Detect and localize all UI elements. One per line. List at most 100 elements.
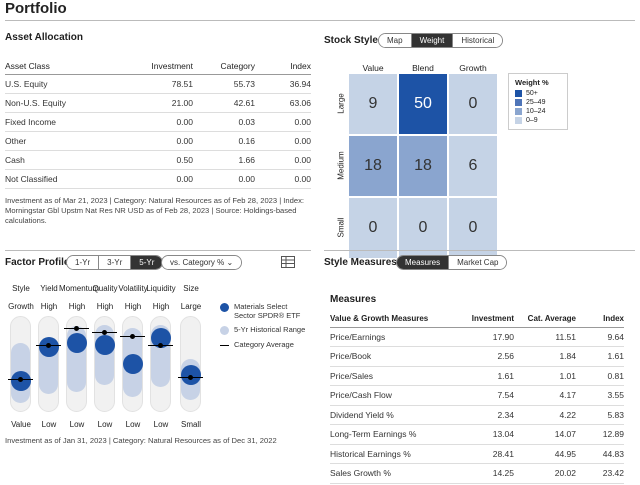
cell-value: 14.25	[454, 463, 514, 484]
factor-high-label: Growth	[8, 302, 34, 311]
category-average-marker	[36, 343, 61, 349]
factor-profile-title: Factor Profile	[5, 257, 70, 268]
factor-low-label: Low	[97, 420, 113, 429]
cell-value: 11.51	[514, 327, 576, 347]
cell-value: 0.03	[193, 112, 255, 132]
legend-item: 5-Yr Historical Range	[220, 325, 310, 335]
cell-value: 0.00	[125, 131, 193, 151]
legend-swatch	[515, 99, 522, 106]
row-label: Long-Term Earnings %	[330, 424, 454, 445]
average-marker-icon	[220, 345, 229, 346]
style-box-cell: 18	[348, 135, 398, 197]
factor-low-label: Low	[125, 420, 141, 429]
factor-name: Momentum	[59, 284, 100, 293]
legend-label: Category Average	[234, 340, 294, 349]
style-box-cell: 6	[448, 135, 498, 197]
style-box-cell: 0	[348, 197, 398, 259]
cell-value: 63.06	[255, 93, 311, 113]
table-row: Price/Sales 1.61 1.01 0.81	[330, 366, 624, 386]
table-row: Historical Earnings % 28.41 44.95 44.83	[330, 444, 624, 464]
factor-low-label: Value	[11, 420, 31, 429]
factor-high-label: High	[40, 302, 58, 311]
fund-marker	[67, 333, 87, 354]
factor-track	[148, 316, 173, 412]
cell-value: 21.00	[125, 93, 193, 113]
legend-swatch	[515, 117, 522, 124]
style-column-label: Value	[362, 63, 384, 73]
tab-measures[interactable]: Measures	[397, 256, 449, 269]
style-column-label: Blend	[412, 63, 434, 73]
cell-value: 0.50	[125, 150, 193, 170]
table-row: Price/Cash Flow 7.54 4.17 3.55	[330, 385, 624, 406]
table-row: Dividend Yield % 2.34 4.22 5.83	[330, 405, 624, 425]
tab-3yr[interactable]: 3-Yr	[98, 256, 131, 269]
table-row: Other 0.00 0.16 0.00	[5, 131, 311, 151]
fund-marker	[95, 335, 115, 356]
cell-value: 55.73	[193, 74, 255, 94]
comparison-dropdown[interactable]: vs. Category % ⌄	[161, 255, 243, 270]
cell-value: 0.00	[193, 169, 255, 189]
legend-item: Materials Select Sector SPDR® ETF	[220, 302, 310, 320]
table-icon[interactable]	[281, 256, 295, 268]
style-box-cell: 0	[398, 197, 448, 259]
table-row: Fixed Income 0.00 0.03 0.00	[5, 112, 311, 132]
style-box-cell: 9	[348, 73, 398, 135]
cell-value: 0.16	[193, 131, 255, 151]
factor-profile-legend: Materials Select Sector SPDR® ETF 5-Yr Hi…	[220, 302, 310, 354]
style-box-cell: 0	[448, 197, 498, 259]
stock-style-tabs: Map Weight Historical	[378, 33, 504, 48]
weight-legend: Weight % 50+ 25–49 10–24 0–9	[508, 73, 568, 130]
style-column-label: Growth	[459, 63, 487, 73]
row-label: U.S. Equity	[5, 74, 125, 94]
style-measures-table: Value & Growth Measures Investment Cat. …	[330, 311, 624, 484]
legend-label: 5-Yr Historical Range	[234, 325, 306, 334]
legend-label: 0–9	[526, 117, 538, 124]
cell-value: 0.00	[125, 169, 193, 189]
factor-name: Size	[183, 284, 199, 293]
column-header: Value & Growth Measures	[330, 311, 454, 328]
cell-value: 44.83	[576, 444, 624, 464]
divider	[5, 20, 635, 21]
legend-item: 0–9	[515, 116, 561, 125]
style-measures-tabs: Measures Market Cap	[396, 255, 508, 270]
tab-1yr[interactable]: 1-Yr	[67, 256, 99, 269]
style-box-cell: 50	[398, 73, 448, 135]
row-label: Price/Cash Flow	[330, 385, 454, 406]
style-row-label: Small	[336, 217, 346, 238]
tab-map[interactable]: Map	[379, 34, 411, 47]
tab-5yr[interactable]: 5-Yr	[130, 256, 163, 269]
tab-weight[interactable]: Weight	[410, 34, 453, 47]
table-row: Sales Growth % 14.25 20.02 23.42	[330, 463, 624, 484]
style-row-label: Medium	[336, 151, 346, 180]
factor-low-label: Low	[69, 420, 85, 429]
factor-low-label: Low	[153, 420, 169, 429]
cell-value: 1.84	[514, 346, 576, 367]
fund-marker	[151, 327, 171, 348]
cell-value: 78.51	[125, 74, 193, 94]
legend-item: 25–49	[515, 98, 561, 107]
row-label: Price/Earnings	[330, 327, 454, 347]
table-row: Long-Term Earnings % 13.04 14.07 12.89	[330, 424, 624, 445]
cell-value: 9.64	[576, 327, 624, 347]
row-label: Cash	[5, 150, 125, 170]
row-label: Not Classified	[5, 169, 125, 189]
cell-value: 3.55	[576, 385, 624, 406]
category-average-marker	[120, 333, 145, 339]
cell-value: 20.02	[514, 463, 576, 484]
factor-period-tabs: 1-Yr 3-Yr 5-Yr	[66, 255, 164, 270]
cell-value: 1.66	[193, 150, 255, 170]
tab-historical[interactable]: Historical	[452, 34, 503, 47]
factor-track	[92, 316, 117, 412]
row-label: Price/Sales	[330, 366, 454, 386]
factor-name: Style	[12, 284, 30, 293]
cell-value: 28.41	[454, 444, 514, 464]
row-label: Non-U.S. Equity	[5, 93, 125, 113]
legend-swatch	[220, 326, 229, 335]
tab-market-cap[interactable]: Market Cap	[448, 256, 507, 269]
legend-label: 25–49	[526, 99, 546, 106]
category-average-marker	[178, 375, 203, 381]
divider	[324, 250, 635, 251]
table-row: Non-U.S. Equity 21.00 42.61 63.06	[5, 93, 311, 113]
cell-value: 42.61	[193, 93, 255, 113]
cell-value: 7.54	[454, 385, 514, 406]
